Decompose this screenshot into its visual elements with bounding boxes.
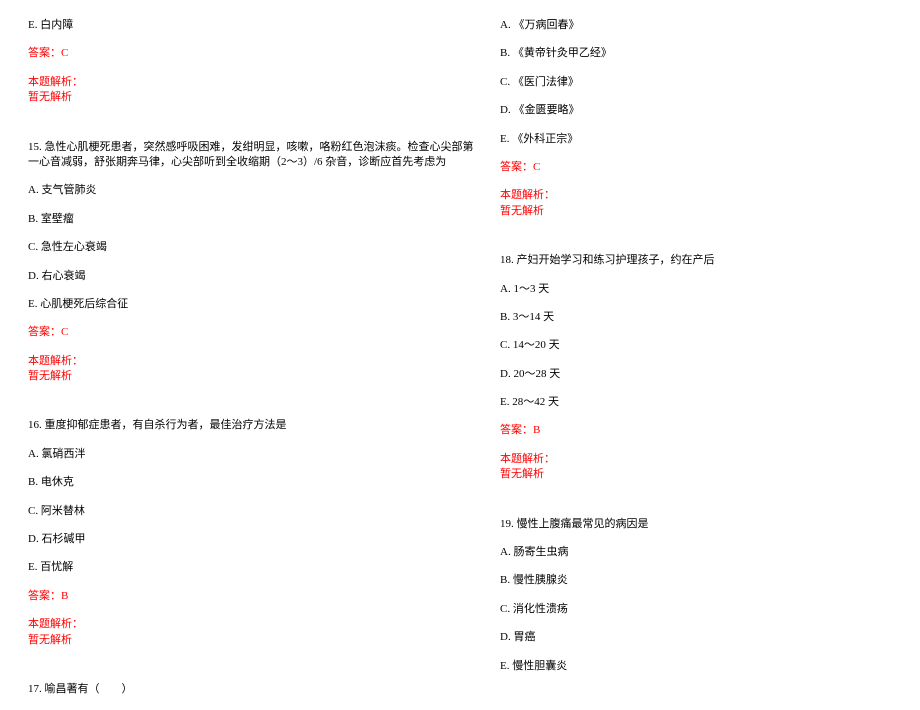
- analysis-text: 暂无解析: [28, 369, 484, 384]
- analysis-text: 暂无解析: [500, 204, 900, 219]
- analysis-label: 本题解析：: [28, 617, 484, 632]
- q16-option-e: E. 百忧解: [28, 560, 484, 575]
- q16-option-a: A. 氯硝西泮: [28, 447, 484, 462]
- q16-option-d: D. 石杉碱甲: [28, 532, 484, 547]
- q17-analysis: 本题解析： 暂无解析: [500, 188, 900, 219]
- q15-option-c: C. 急性左心衰竭: [28, 240, 484, 255]
- q18-analysis: 本题解析： 暂无解析: [500, 452, 900, 483]
- q18-option-c: C. 14～20 天: [500, 338, 900, 353]
- q18-option-a: A. 1～3 天: [500, 282, 900, 297]
- q16-option-b: B. 电休克: [28, 475, 484, 490]
- left-column: E. 白内障 答案：C 本题解析： 暂无解析 15. 急性心肌梗死患者，突然感呼…: [28, 18, 484, 710]
- analysis-text: 暂无解析: [500, 467, 900, 482]
- q18-option-e: E. 28～42 天: [500, 395, 900, 410]
- q15-analysis: 本题解析： 暂无解析: [28, 354, 484, 385]
- q15-stem: 15. 急性心肌梗死患者，突然感呼吸困难，发绀明显，咳嗽，咯粉红色泡沫痰。检查心…: [28, 140, 484, 171]
- q16-option-c: C. 阿米替林: [28, 504, 484, 519]
- q17-answer: 答案：C: [500, 160, 900, 175]
- right-column: A. 《万病回春》 B. 《黄帝针灸甲乙经》 C. 《医门法律》 D. 《金匮要…: [500, 18, 900, 710]
- analysis-label: 本题解析：: [500, 452, 900, 467]
- analysis-label: 本题解析：: [28, 75, 484, 90]
- q18-stem: 18. 产妇开始学习和练习护理孩子，约在产后: [500, 253, 900, 268]
- q17-option-c: C. 《医门法律》: [500, 75, 900, 90]
- q19-option-a: A. 肠寄生虫病: [500, 545, 900, 560]
- q17-option-d: D. 《金匮要略》: [500, 103, 900, 118]
- q19-option-d: D. 胃癌: [500, 630, 900, 645]
- q16-stem: 16. 重度抑郁症患者，有自杀行为者，最佳治疗方法是: [28, 418, 484, 433]
- q18-answer: 答案：B: [500, 423, 900, 438]
- q14-option-e: E. 白内障: [28, 18, 484, 33]
- q19-option-c: C. 消化性溃疡: [500, 602, 900, 617]
- q15-option-d: D. 右心衰竭: [28, 269, 484, 284]
- q18-option-d: D. 20～28 天: [500, 367, 900, 382]
- q19-option-b: B. 慢性胰腺炎: [500, 573, 900, 588]
- q15-answer: 答案：C: [28, 325, 484, 340]
- q17-option-a: A. 《万病回春》: [500, 18, 900, 33]
- q18-option-b: B. 3～14 天: [500, 310, 900, 325]
- analysis-label: 本题解析：: [500, 188, 900, 203]
- q16-analysis: 本题解析： 暂无解析: [28, 617, 484, 648]
- q19-option-e: E. 慢性胆囊炎: [500, 659, 900, 674]
- q15-option-e: E. 心肌梗死后综合征: [28, 297, 484, 312]
- q16-answer: 答案：B: [28, 589, 484, 604]
- analysis-label: 本题解析：: [28, 354, 484, 369]
- q19-stem: 19. 慢性上腹痛最常见的病因是: [500, 517, 900, 532]
- q17-option-b: B. 《黄帝针灸甲乙经》: [500, 46, 900, 61]
- q17-option-e: E. 《外科正宗》: [500, 132, 900, 147]
- analysis-text: 暂无解析: [28, 90, 484, 105]
- q14-answer: 答案：C: [28, 46, 484, 61]
- q15-option-a: A. 支气管肺炎: [28, 183, 484, 198]
- q14-analysis: 本题解析： 暂无解析: [28, 75, 484, 106]
- q15-option-b: B. 室壁瘤: [28, 212, 484, 227]
- analysis-text: 暂无解析: [28, 633, 484, 648]
- q17-stem: 17. 喻昌著有（ ）: [28, 682, 484, 697]
